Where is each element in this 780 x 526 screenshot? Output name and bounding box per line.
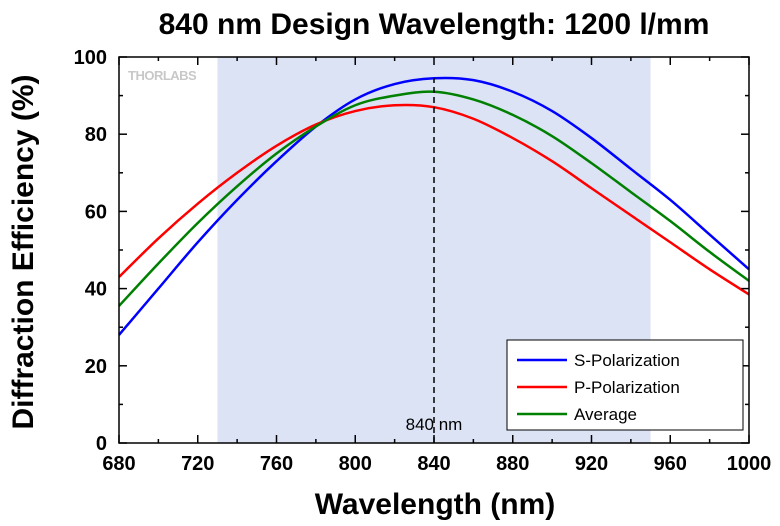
y-tick-labels: 0 20 40 60 80 100 xyxy=(74,47,107,455)
x-tick-label: 960 xyxy=(654,453,687,475)
series-line-0 xyxy=(118,76,750,336)
y-tick-label: 60 xyxy=(85,201,107,223)
x-tick-label: 800 xyxy=(339,453,372,475)
design-wavelength-label: 840 nm xyxy=(406,415,463,434)
thorlabs-logo: THORLABS xyxy=(128,68,197,83)
y-tick-label: 100 xyxy=(74,47,107,69)
x-tick-label: 1000 xyxy=(727,453,772,475)
y-tick-label: 20 xyxy=(85,356,107,378)
x-tick-label: 760 xyxy=(260,453,293,475)
legend: S-Polarization P-Polarization Average xyxy=(506,339,744,431)
x-tick-label: 920 xyxy=(575,453,608,475)
x-tick-label: 720 xyxy=(181,453,214,475)
x-tick-labels: 680 720 760 800 840 880 920 960 1000 xyxy=(102,453,771,475)
axis-ticks xyxy=(118,56,750,444)
y-tick-label: 80 xyxy=(85,124,107,146)
chart-title: 840 nm Design Wavelength: 1200 l/mm xyxy=(159,8,710,41)
legend-label-s: S-Polarization xyxy=(574,351,680,370)
y-tick-label: 40 xyxy=(85,279,107,301)
y-tick-label: 0 xyxy=(96,433,107,455)
y-axis-label: Diffraction Efficiency (%) xyxy=(7,74,40,429)
legend-label-p: P-Polarization xyxy=(574,378,680,397)
x-tick-label: 680 xyxy=(102,453,135,475)
x-tick-label: 880 xyxy=(496,453,529,475)
x-axis-label: Wavelength (nm) xyxy=(315,488,556,521)
legend-label-avg: Average xyxy=(574,405,637,424)
x-tick-label: 840 xyxy=(417,453,450,475)
